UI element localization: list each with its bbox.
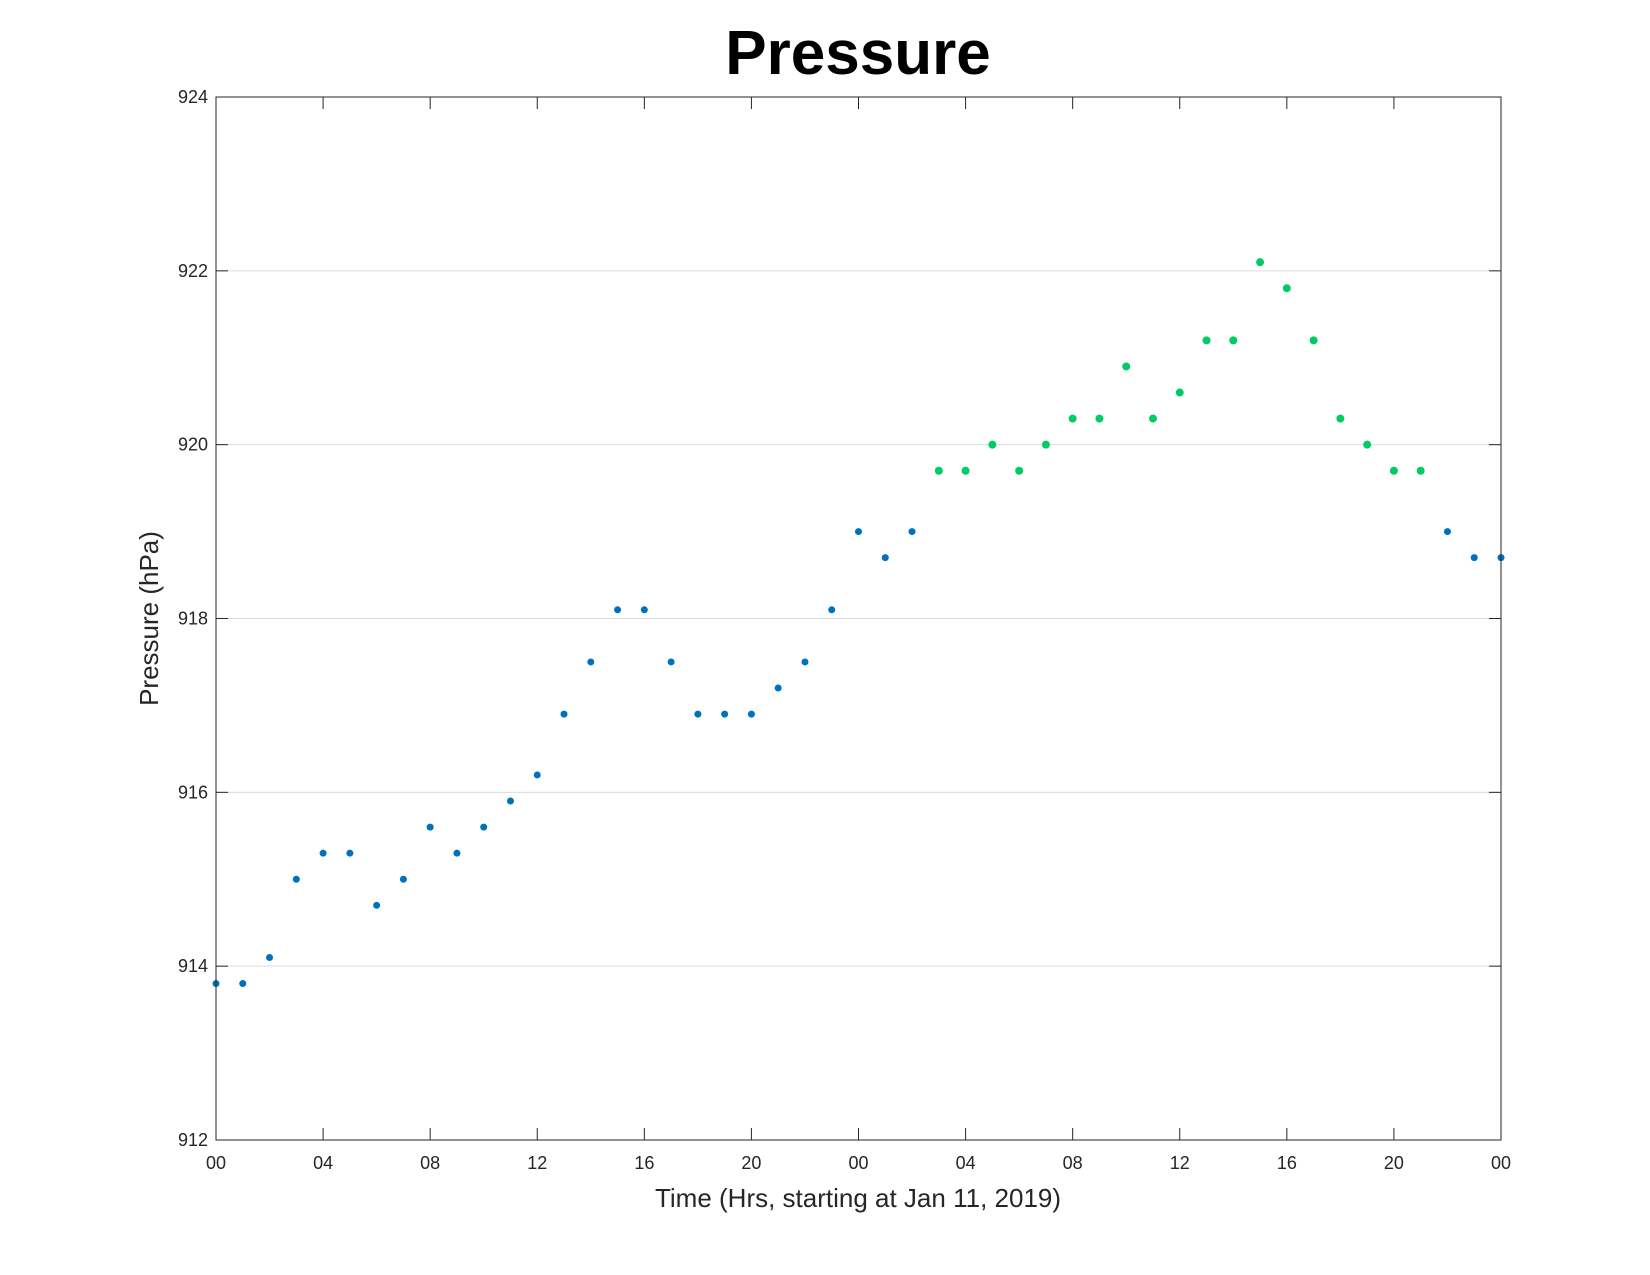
data-point [1309, 336, 1318, 345]
x-tick-label: 12 [1170, 1153, 1190, 1173]
y-axis-label: Pressure (hPa) [134, 531, 164, 706]
y-tick-label: 914 [178, 956, 208, 976]
data-point [453, 849, 461, 857]
data-point [560, 710, 568, 718]
data-point [587, 658, 595, 666]
x-tick-label: 00 [848, 1153, 868, 1173]
data-point [801, 658, 809, 666]
data-point [1148, 414, 1157, 423]
data-point [1443, 528, 1451, 536]
data-point [1202, 336, 1211, 345]
y-axis-tick-labels: 912 914 916 918 920 922 924 [178, 87, 208, 1150]
x-axis-tick-labels: 00 04 08 12 16 20 00 04 08 12 16 20 00 [206, 1153, 1511, 1173]
data-point [667, 658, 675, 666]
x-tick-label: 04 [956, 1153, 976, 1173]
data-point [934, 466, 943, 475]
data-point [1015, 466, 1024, 475]
gridlines [216, 270, 1501, 967]
data-point [1122, 362, 1131, 371]
x-tick-label: 20 [741, 1153, 761, 1173]
plot-area [212, 96, 1505, 1141]
data-point [1068, 414, 1077, 423]
data-point [346, 849, 354, 857]
data-point [1336, 414, 1345, 423]
axis-ticks [215, 96, 1502, 1141]
y-tick-label: 916 [178, 782, 208, 802]
data-point [1470, 554, 1478, 562]
data-point [1389, 466, 1398, 475]
data-point [855, 528, 862, 536]
data-point [426, 823, 434, 831]
data-point [1282, 284, 1291, 293]
chart-title: Pressure [725, 19, 990, 88]
y-tick-label: 918 [178, 609, 208, 629]
data-point [319, 849, 327, 857]
x-tick-label: 16 [634, 1153, 654, 1173]
data-point [1256, 258, 1265, 267]
x-tick-label: 00 [1491, 1153, 1511, 1173]
x-tick-label: 12 [527, 1153, 547, 1173]
data-point [506, 797, 514, 805]
data-point [694, 710, 702, 718]
x-tick-label: 04 [313, 1153, 333, 1173]
x-tick-label: 08 [420, 1153, 440, 1173]
data-point [1041, 440, 1050, 449]
x-tick-label: 00 [206, 1153, 226, 1173]
data-point [533, 771, 541, 779]
data-point [1095, 414, 1104, 423]
data-point [881, 554, 889, 562]
x-tick-label: 20 [1384, 1153, 1404, 1173]
y-tick-label: 920 [178, 435, 208, 455]
data-point [747, 710, 755, 718]
data-point [961, 466, 970, 475]
data-point [640, 606, 648, 614]
x-tick-label: 08 [1063, 1153, 1083, 1173]
x-axis-label: Time (Hrs, starting at Jan 11, 2019) [655, 1183, 1061, 1213]
x-tick-label: 16 [1277, 1153, 1297, 1173]
data-point [614, 606, 622, 614]
data-point [1175, 388, 1184, 397]
data-point [908, 528, 916, 536]
y-tick-label: 924 [178, 87, 208, 107]
y-tick-label: 922 [178, 261, 208, 281]
data-point [721, 710, 729, 718]
data-point [373, 901, 381, 909]
data-point [292, 875, 300, 883]
data-point [1363, 440, 1372, 449]
y-tick-label: 912 [178, 1130, 208, 1150]
data-point [266, 953, 274, 961]
data-point [239, 980, 247, 988]
data-point [480, 823, 488, 831]
data-point [1229, 336, 1238, 345]
data-point [1416, 466, 1425, 475]
data-point [828, 606, 836, 614]
data-point [774, 684, 782, 692]
data-point [988, 440, 997, 449]
data-point [399, 875, 407, 883]
